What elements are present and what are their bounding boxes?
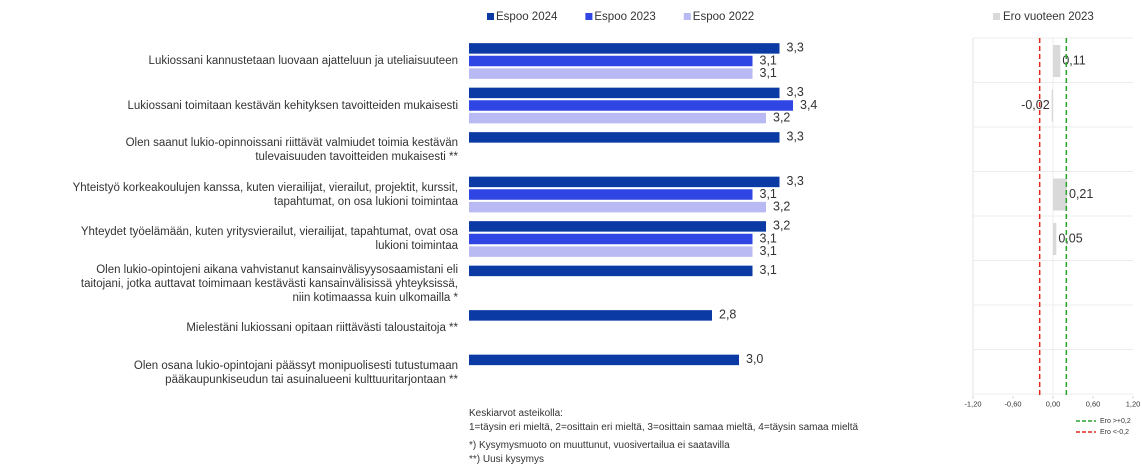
category-label: Mielestäni lukiossani opitaan riittäväst…	[186, 322, 458, 334]
bar	[469, 265, 753, 277]
bar	[469, 221, 766, 232]
category-label: Olen lukio-opintojeni aikana vahvistanut…	[80, 263, 458, 304]
value-label: 2,8	[719, 308, 736, 322]
footnote: Keskiarvot asteikolla:	[469, 408, 563, 419]
legend-label: Ero vuoteen 2023	[1003, 11, 1094, 23]
legend-label: Espoo 2023	[594, 11, 655, 23]
bar	[469, 68, 753, 79]
legend-swatch	[683, 13, 691, 20]
bar	[469, 100, 793, 111]
x-tick-label: 1,20	[1126, 399, 1141, 408]
category-label: Yhteydet työelämään, kuten yritysvierail…	[80, 226, 458, 252]
footnote: **) Uusi kysymys	[469, 454, 545, 465]
diff-bar	[1053, 45, 1061, 77]
value-label: 0,21	[1069, 187, 1093, 201]
value-label: 0,11	[1062, 53, 1085, 67]
legend-label: Ero <-0,2	[1100, 429, 1129, 436]
value-label: 3,0	[746, 352, 763, 366]
diff-bar	[1053, 178, 1067, 211]
x-tick-label: -1,20	[964, 399, 981, 408]
diff-bar	[1053, 223, 1057, 255]
value-label: 3,3	[787, 130, 804, 144]
value-label: 3,1	[760, 53, 777, 67]
bar	[469, 201, 766, 213]
bar	[469, 43, 780, 54]
bar	[469, 112, 766, 124]
value-label: 0,05	[1058, 231, 1082, 245]
value-label: 3,2	[773, 199, 790, 213]
legend-label: Espoo 2022	[693, 11, 754, 23]
x-tick-label: 0,60	[1086, 399, 1101, 408]
value-label: 3,3	[787, 41, 804, 55]
value-label: 3,1	[760, 66, 777, 80]
legend-swatch	[487, 13, 494, 20]
x-tick-label: 0,00	[1046, 399, 1061, 408]
diff-bar	[1051, 89, 1053, 122]
value-label: 3,1	[760, 231, 777, 245]
bar	[469, 132, 780, 143]
bar	[469, 55, 753, 67]
value-label: -0,02	[1021, 98, 1050, 112]
bar	[469, 246, 753, 257]
value-label: 3,1	[760, 187, 777, 201]
value-label: 3,3	[787, 85, 804, 99]
value-label: 3,2	[773, 219, 790, 233]
legend-label: Ero >+0,2	[1100, 418, 1131, 425]
value-label: 3,4	[800, 98, 817, 112]
legend-swatch	[993, 13, 1000, 20]
footnote: 1=täysin eri mieltä, 2=osittain eri miel…	[469, 422, 859, 433]
category-label: Yhteistyö korkeakoulujen kanssa, kuten v…	[72, 181, 458, 208]
legend-swatch	[585, 13, 593, 20]
category-label: Olen saanut lukio-opinnoissani riittävät…	[125, 137, 458, 163]
bar	[469, 233, 753, 245]
category-label: Olen osana lukio-opintojani päässyt moni…	[133, 359, 458, 386]
category-label: Lukiossani kannustetaan luovaan ajattelu…	[148, 55, 458, 67]
value-label: 3,1	[760, 263, 777, 277]
legend-label: Espoo 2024	[496, 11, 558, 23]
value-label: 3,3	[787, 174, 804, 188]
bar	[469, 310, 712, 321]
value-label: 3,1	[760, 244, 777, 258]
category-label: Lukiossani toimitaan kestävän kehityksen…	[127, 99, 458, 112]
x-tick-label: -0,60	[1004, 399, 1021, 408]
value-label: 3,2	[773, 110, 790, 124]
bar	[469, 87, 780, 99]
bar	[469, 189, 753, 200]
bar	[469, 176, 780, 188]
footnote: *) Kysymysmuoto on muuttunut, vuosiverta…	[469, 440, 730, 451]
bar	[469, 354, 739, 366]
